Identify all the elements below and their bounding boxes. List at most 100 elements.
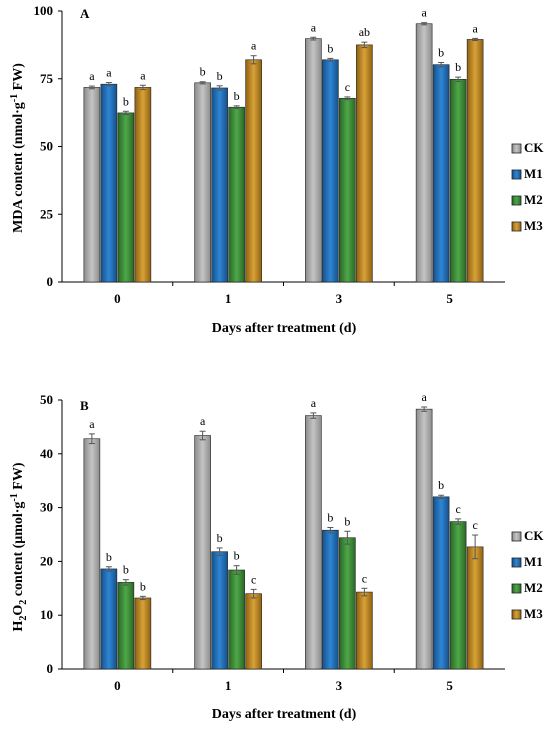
bar-m3 xyxy=(134,87,152,283)
bar-m3 xyxy=(466,39,484,283)
legend-label-m3: M3 xyxy=(524,218,543,233)
bar-ck xyxy=(415,408,433,670)
chart-a-y-axis-title-tail: FW) xyxy=(11,63,26,94)
significance-letter: b xyxy=(327,511,333,525)
legend-label-m2: M2 xyxy=(524,192,543,207)
bar-m3 xyxy=(134,597,152,670)
chart-b-y-axis-title-sup: -1 xyxy=(9,493,20,501)
bar-m3 xyxy=(356,44,373,283)
legend-swatch-ck xyxy=(511,143,522,154)
significance-letter: a xyxy=(421,390,427,404)
significance-letter: b xyxy=(455,60,461,74)
y-tick-label: 20 xyxy=(40,553,53,568)
legend-swatch-m3 xyxy=(511,609,522,620)
legend-swatch-m2 xyxy=(511,583,522,594)
bar-ck xyxy=(83,87,101,283)
bar-m1 xyxy=(322,59,339,283)
y-tick-label: 0 xyxy=(47,274,54,289)
bar-m2 xyxy=(228,106,245,283)
significance-letter: a xyxy=(140,68,146,82)
bar-m2 xyxy=(117,582,135,670)
chart-a-y-axis-title-main: MDA content (nmol xyxy=(11,114,26,233)
bar-ck xyxy=(305,415,322,670)
significance-letter: a xyxy=(251,39,257,53)
significance-letter: b xyxy=(438,45,444,59)
significance-letter: b xyxy=(217,531,223,545)
bar-m1 xyxy=(432,64,450,283)
chart-b-y-axis-title-rest: content (μmol·g xyxy=(11,502,26,600)
x-tick-label: 3 xyxy=(336,291,343,306)
significance-letter: a xyxy=(89,417,95,431)
bar-m1 xyxy=(100,568,118,670)
legend-swatch-m2 xyxy=(511,195,522,206)
significance-letter: c xyxy=(251,572,256,586)
legend-label-m2: M2 xyxy=(524,580,543,595)
bar-m1 xyxy=(100,83,118,283)
significance-letter: b xyxy=(123,563,129,577)
bar-ck xyxy=(415,23,433,283)
significance-letter: c xyxy=(472,518,477,532)
bar-ck xyxy=(194,82,211,283)
chart-a-y-axis-title-unit: ·g xyxy=(11,102,26,114)
significance-letter: b xyxy=(234,549,240,563)
bar-m2 xyxy=(117,112,135,283)
chart-b-y-axis-title-sub1: 2 xyxy=(18,616,29,621)
bar-m3 xyxy=(356,591,373,670)
panel-label-b: B xyxy=(80,398,89,413)
x-tick-label: 5 xyxy=(446,291,453,306)
significance-letter: b xyxy=(140,579,146,593)
significance-letter: ab xyxy=(359,25,370,39)
bar-m2 xyxy=(339,97,356,283)
significance-letter: a xyxy=(311,396,317,410)
chart-b-y-axis-title-o: O xyxy=(11,605,26,616)
significance-letter: b xyxy=(234,89,240,103)
significance-letter: b xyxy=(344,514,350,528)
bar-ck xyxy=(305,38,322,283)
significance-letter: a xyxy=(311,20,317,34)
bar-m2 xyxy=(449,78,467,283)
y-tick-label: 50 xyxy=(40,392,53,407)
significance-letter: a xyxy=(106,66,112,80)
significance-letter: a xyxy=(89,69,95,83)
significance-letter: a xyxy=(472,21,478,35)
chart-b-x-axis-title: Days after treatment (d) xyxy=(212,707,357,722)
legend-swatch-m1 xyxy=(511,169,522,180)
bar-m2 xyxy=(449,521,467,670)
bar-m1 xyxy=(211,87,228,283)
bar-ck xyxy=(194,435,211,670)
significance-letter: b xyxy=(438,478,444,492)
significance-letter: b xyxy=(200,65,206,79)
x-tick-label: 5 xyxy=(446,678,453,693)
bar-ck xyxy=(83,438,101,670)
legend-swatch-ck xyxy=(511,531,522,542)
x-tick-label: 1 xyxy=(225,291,232,306)
x-tick-label: 0 xyxy=(114,291,121,306)
bar-m1 xyxy=(432,496,450,670)
legend-swatch-m1 xyxy=(511,557,522,568)
significance-letter: c xyxy=(362,571,367,585)
x-tick-label: 3 xyxy=(336,678,343,693)
significance-letter: c xyxy=(345,80,350,94)
bar-m2 xyxy=(228,569,245,670)
significance-letter: b xyxy=(217,69,223,83)
y-tick-label: 75 xyxy=(40,71,54,86)
legend-label-ck: CK xyxy=(524,140,544,155)
significance-letter: a xyxy=(421,6,427,20)
significance-letter: c xyxy=(455,502,460,516)
bar-m1 xyxy=(211,551,228,670)
legend-label-ck: CK xyxy=(524,528,544,543)
significance-letter: b xyxy=(327,41,333,55)
legend-label-m1: M1 xyxy=(524,554,543,569)
legend-swatch-m3 xyxy=(511,221,522,232)
legend-label-m1: M1 xyxy=(524,166,543,181)
chart-a-x-axis-title: Days after treatment (d) xyxy=(212,321,357,336)
significance-letter: b xyxy=(106,550,112,564)
significance-letter: b xyxy=(123,94,129,108)
chart-b-y-axis-title-tail: FW) xyxy=(11,462,26,493)
y-tick-label: 30 xyxy=(40,500,53,515)
chart-a-y-axis-title: MDA content (nmol·g-1 FW) xyxy=(9,63,26,233)
